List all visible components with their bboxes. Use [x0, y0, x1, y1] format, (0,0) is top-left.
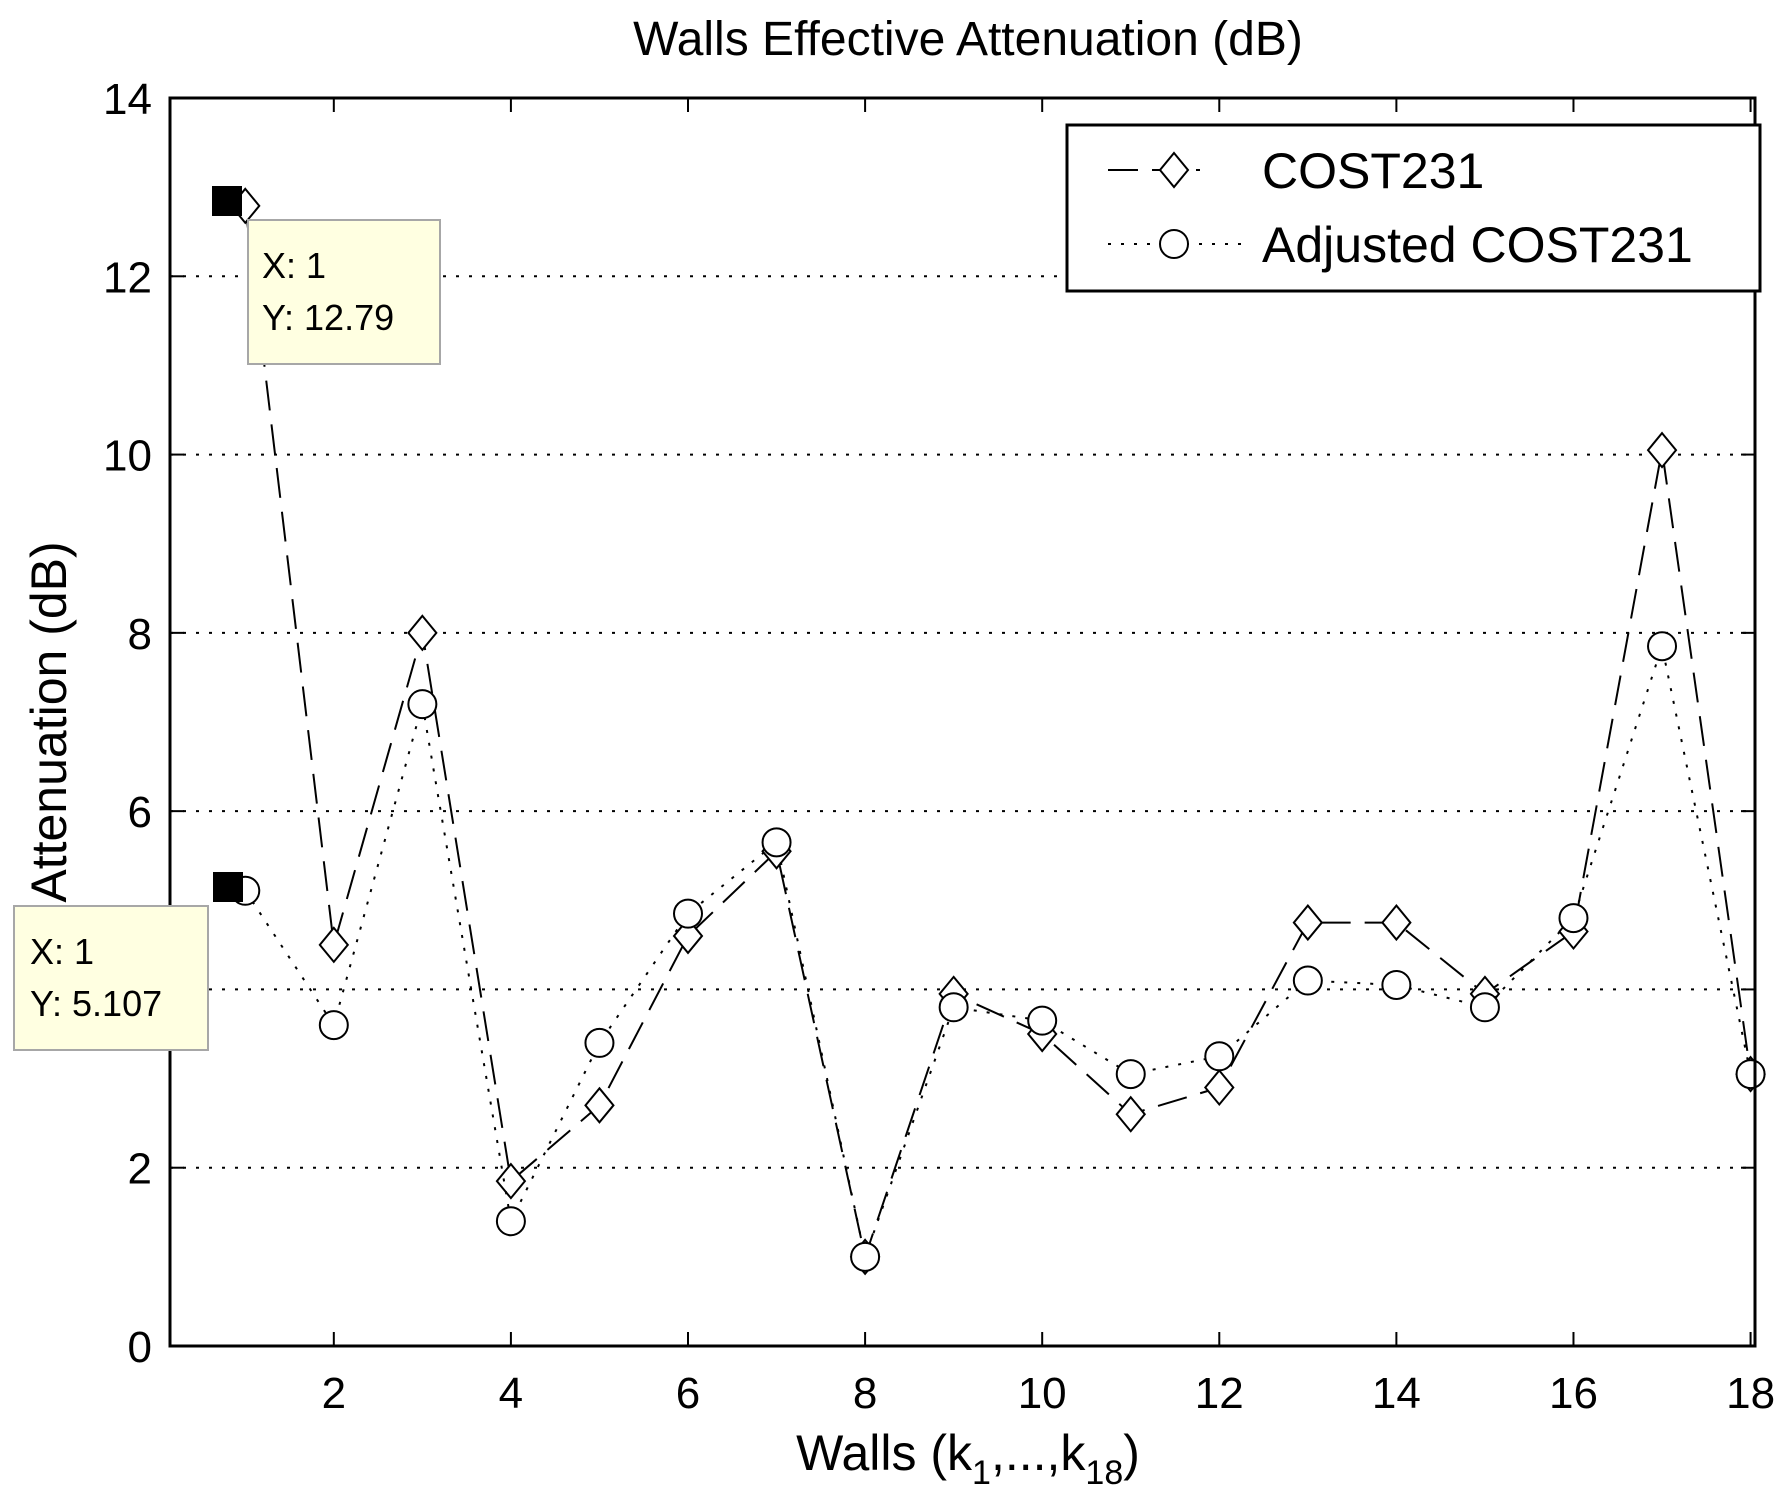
data-point-cost231-3 [407, 614, 438, 652]
y-tick-label-0: 0 [128, 1323, 152, 1372]
data-point-adjusted-cost231-6 [673, 898, 704, 929]
x-tick-label-10: 10 [1018, 1369, 1067, 1418]
data-point-cost231-6 [672, 917, 704, 955]
series-layer [229, 187, 1766, 1276]
x-tick-label-8: 8 [853, 1369, 877, 1418]
data-point-cost231-17 [1646, 431, 1678, 469]
y-tick-label-14: 14 [103, 75, 152, 124]
legend: COST231 Adjusted COST231 [1065, 123, 1762, 293]
data-point-adjusted-cost231-4 [495, 1206, 526, 1237]
x-tick-label-6: 6 [676, 1369, 700, 1418]
legend-marker-adjusted [1159, 229, 1189, 259]
datatip-adjusted-marker[interactable] [213, 872, 243, 902]
data-point-cost231-4 [495, 1162, 527, 1200]
data-point-adjusted-cost231-18 [1735, 1059, 1766, 1090]
data-point-adjusted-cost231-11 [1115, 1059, 1146, 1090]
datatip-cost231-box[interactable] [247, 219, 441, 365]
y-axis-label: Attenuation (dB) [21, 541, 77, 902]
datatip-adjusted-box[interactable] [13, 905, 209, 1051]
data-point-adjusted-cost231-10 [1027, 1005, 1058, 1036]
y-tick-label-10: 10 [103, 432, 152, 481]
x-tick-label-2: 2 [322, 1369, 346, 1418]
legend-box [1065, 123, 1762, 293]
data-point-adjusted-cost231-15 [1469, 992, 1500, 1023]
data-point-adjusted-cost231-13 [1292, 965, 1323, 996]
y-tick-label-12: 12 [103, 253, 152, 302]
data-point-adjusted-cost231-17 [1647, 631, 1678, 662]
datatip-cost231-marker[interactable] [212, 186, 242, 216]
x-tick-label-12: 12 [1195, 1369, 1244, 1418]
x-axis-label-mid: ,...,k [991, 1425, 1086, 1481]
data-point-cost231-5 [584, 1086, 615, 1124]
datatip-adjusted[interactable]: X: 1 Y: 5.107 [13, 872, 243, 1051]
x-axis-label-base: Walls (k [796, 1425, 973, 1481]
data-point-adjusted-cost231-16 [1558, 903, 1589, 934]
x-tick-label-4: 4 [499, 1369, 523, 1418]
legend-label-adjusted: Adjusted COST231 [1262, 217, 1693, 273]
datatip-cost231[interactable]: X: 1 Y: 12.79 [212, 186, 441, 365]
chart-title: Walls Effective Attenuation (dB) [633, 13, 1303, 66]
data-point-adjusted-cost231-5 [584, 1027, 615, 1058]
data-point-cost231-2 [318, 926, 350, 964]
x-tick-label-14: 14 [1372, 1369, 1421, 1418]
plot-border [168, 96, 1757, 1348]
x-axis-label-sub1: 1 [972, 1454, 991, 1492]
x-tick-label-18: 18 [1726, 1369, 1775, 1418]
datatip-adjusted-y: Y: 5.107 [30, 983, 162, 1024]
legend-marker-cost231 [1158, 151, 1190, 189]
y-tick-label-6: 6 [128, 788, 152, 837]
x-axis-label-end: ) [1123, 1425, 1140, 1481]
x-tick-label-16: 16 [1549, 1369, 1598, 1418]
x-axis-label-sub2: 18 [1085, 1454, 1123, 1492]
data-point-adjusted-cost231-12 [1204, 1041, 1235, 1072]
data-point-cost231-14 [1381, 903, 1412, 942]
data-point-cost231-11 [1115, 1095, 1147, 1133]
data-point-adjusted-cost231-9 [938, 992, 969, 1023]
series-line-cost231 [244, 205, 1752, 1261]
y-tick-label-8: 8 [128, 610, 152, 659]
legend-label-cost231: COST231 [1262, 143, 1484, 199]
y-tick-label-2: 2 [128, 1145, 152, 1194]
datatip-cost231-y: Y: 12.79 [262, 297, 394, 338]
datatip-cost231-x: X: 1 [262, 245, 326, 286]
data-point-cost231-13 [1292, 903, 1324, 942]
data-point-adjusted-cost231-14 [1381, 969, 1412, 1000]
x-axis-label: Walls (k1,...,k18) [796, 1425, 1140, 1492]
data-point-adjusted-cost231-2 [318, 1010, 349, 1041]
data-point-adjusted-cost231-8 [850, 1241, 881, 1272]
data-point-adjusted-cost231-3 [407, 689, 438, 720]
data-point-adjusted-cost231-7 [761, 827, 792, 858]
datatip-adjusted-x: X: 1 [30, 931, 94, 972]
data-point-cost231-12 [1203, 1068, 1235, 1107]
